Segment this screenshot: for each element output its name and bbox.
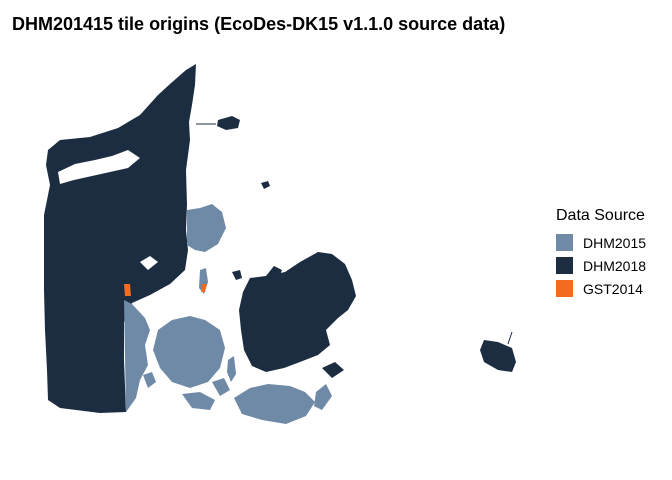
legend-title: Data Source xyxy=(556,207,645,224)
legend-key-gst2014 xyxy=(556,280,573,297)
legend-item-gst2014: GST2014 xyxy=(556,277,646,300)
region-jutland xyxy=(44,64,196,413)
region-mon xyxy=(322,362,344,378)
legend-label-gst2014: GST2014 xyxy=(583,280,643,297)
legend-key-dhm2018 xyxy=(556,257,573,274)
legend-item-dhm2015: DHM2015 xyxy=(556,231,646,254)
region-lolland xyxy=(234,384,315,424)
region-taasinge xyxy=(212,378,230,396)
region-sejero xyxy=(232,270,242,280)
region-funen xyxy=(153,316,225,388)
bornholm-christianso-link xyxy=(507,331,513,345)
gst-samso xyxy=(201,284,207,292)
region-zealand xyxy=(239,252,356,372)
region-bornholm xyxy=(480,340,516,372)
map-title: DHM201415 tile origins (EcoDes-DK15 v1.1… xyxy=(12,14,506,34)
legend-label-dhm2018: DHM2018 xyxy=(583,257,647,274)
fjord-inlet-2 xyxy=(94,160,108,170)
legend: Data Source DHM2015 DHM2018 GST2014 xyxy=(556,207,646,300)
legend-key-dhm2015 xyxy=(556,234,573,251)
legend-item-dhm2018: DHM2018 xyxy=(556,254,646,277)
region-aero xyxy=(182,392,215,410)
region-laeso xyxy=(217,116,240,130)
region-falster xyxy=(314,384,332,410)
region-anholt xyxy=(261,181,270,189)
region-langeland xyxy=(227,356,236,382)
region-se-jutland xyxy=(124,300,150,412)
region-zealand-north xyxy=(266,266,282,280)
region-als xyxy=(143,372,156,388)
gst-jutland-strip xyxy=(124,284,131,296)
region-djursland xyxy=(187,204,226,252)
fjord-inlet xyxy=(140,256,158,270)
legend-label-dhm2015: DHM2015 xyxy=(583,234,647,251)
